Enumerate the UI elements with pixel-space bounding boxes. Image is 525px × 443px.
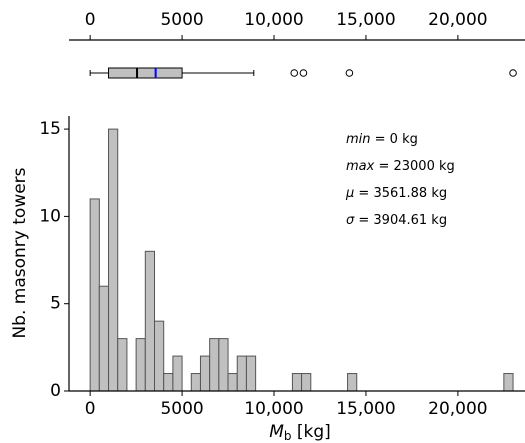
annotation: μ = 3561.88 kg [345, 186, 447, 201]
hist-bar [108, 128, 119, 392]
x-label-unit: [kg] [291, 422, 330, 442]
annotation-text: = 3561.88 kg [354, 186, 447, 201]
hist-bar [347, 373, 358, 392]
annotation-text: = 3904.61 kg [354, 213, 447, 228]
y-tick-label: 0 [50, 381, 61, 401]
annotation-text: = 0 kg [371, 132, 418, 147]
hist-bar [163, 373, 174, 392]
top-tick-label: 15,000 [336, 10, 395, 30]
top-tick-label: 10,000 [244, 10, 303, 30]
top-tick-label: 20,000 [428, 10, 487, 30]
hist-bar [245, 355, 257, 392]
outlier [345, 69, 354, 77]
x-tick-label: 0 [85, 399, 96, 419]
hist-bar [227, 373, 238, 392]
annotation: max = 23000 kg [346, 159, 455, 174]
y-tick-label: 10 [39, 206, 61, 226]
annotation-symbol: min [346, 132, 371, 147]
x-label-symbol: M [269, 422, 284, 442]
x-tick-label: 15,000 [336, 399, 395, 419]
hist-bar [89, 198, 100, 392]
top-tick-label: 0 [85, 10, 96, 30]
box [108, 67, 183, 79]
x-label-subscript: b [284, 429, 292, 443]
hist-bar [503, 373, 514, 392]
hist-bar [209, 338, 220, 392]
annotation-symbol: σ [346, 213, 355, 228]
x-tick-label: 20,000 [428, 399, 487, 419]
hist-bar [144, 250, 156, 392]
annotation-text: = 23000 kg [374, 159, 454, 174]
annotation: σ = 3904.61 kg [346, 213, 447, 228]
top-tick-label: 5000 [160, 10, 203, 30]
hist-bar [98, 285, 110, 392]
hist-bar [199, 355, 211, 392]
y-axis-label: Nb. masonry towers [10, 167, 30, 338]
hist-bar [154, 320, 165, 392]
hist-bar [117, 338, 128, 392]
x-tick-label: 10,000 [244, 399, 303, 419]
hist-bar [190, 373, 201, 392]
outlier [290, 69, 299, 77]
hist-bar [291, 373, 303, 392]
hist-bar [135, 338, 146, 392]
hist-bar [218, 338, 229, 392]
annotation: min = 0 kg [346, 132, 418, 147]
x-tick-label: 5000 [160, 399, 203, 419]
x-axis-label: Mb [kg] [269, 422, 331, 443]
hist-bar [301, 373, 312, 392]
y-tick-label: 15 [39, 119, 61, 139]
hist-bar [172, 355, 183, 392]
y-tick-label: 5 [50, 294, 61, 314]
hist-bar [236, 355, 247, 392]
annotation-symbol: max [346, 159, 375, 174]
outlier [299, 69, 308, 77]
annotation-symbol: μ [345, 186, 354, 201]
outlier [509, 69, 517, 77]
